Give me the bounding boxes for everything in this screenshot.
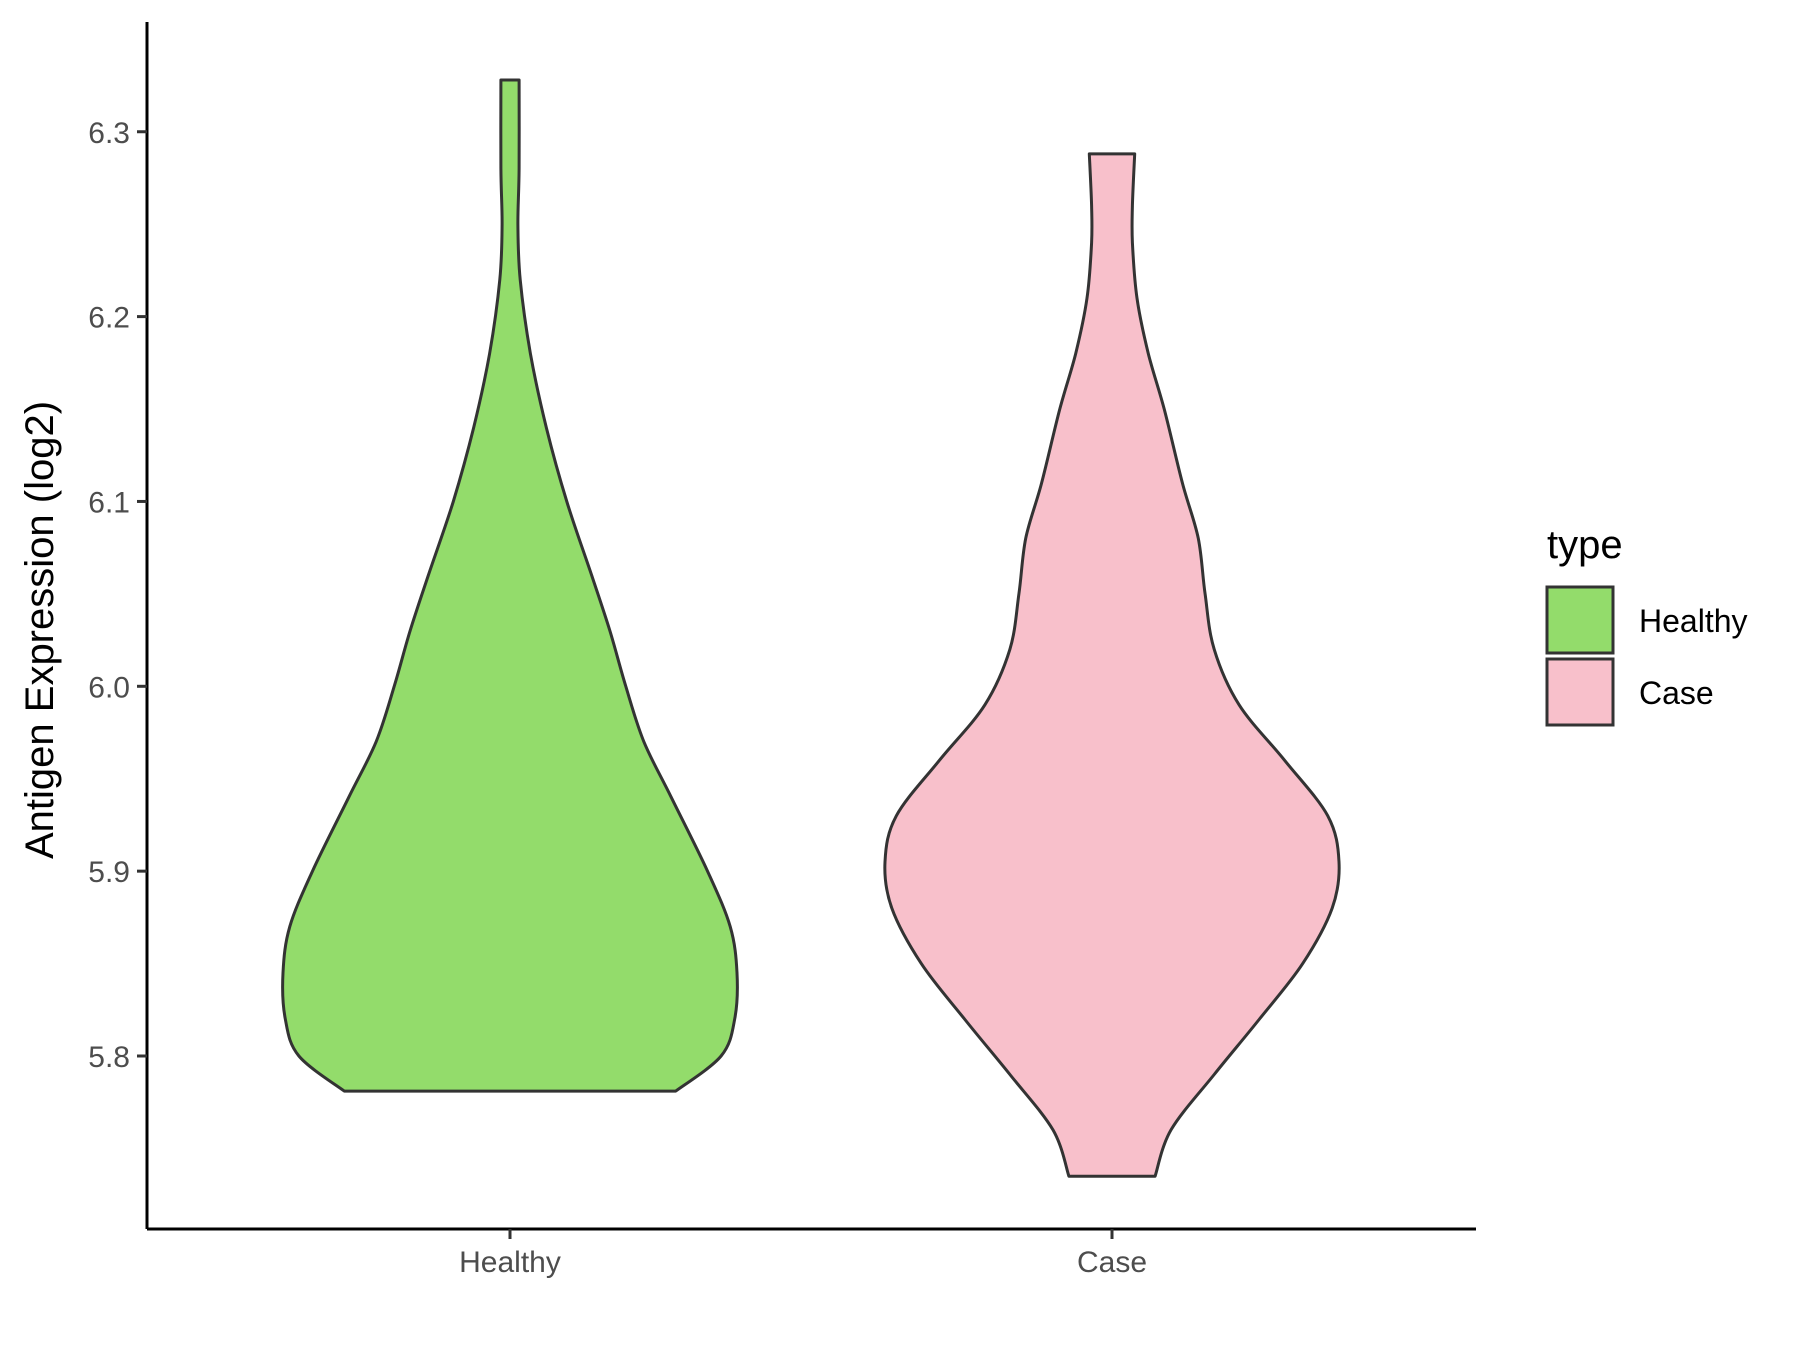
x-tick-label-healthy: Healthy bbox=[459, 1246, 561, 1279]
axes bbox=[145, 22, 1476, 1231]
legend-title: type bbox=[1547, 523, 1623, 567]
violin-case bbox=[883, 152, 1341, 1178]
violin-healthy bbox=[281, 78, 739, 1093]
y-tick-label: 5.8 bbox=[88, 1041, 130, 1074]
y-tick-label: 5.9 bbox=[88, 856, 130, 889]
y-tick-label: 6.2 bbox=[88, 302, 130, 335]
legend-label-case: Case bbox=[1639, 675, 1714, 711]
x-ticks: Healthy Case bbox=[459, 1229, 1147, 1279]
y-tick-label: 6.0 bbox=[88, 671, 130, 704]
legend-key-case bbox=[1545, 657, 1615, 727]
x-tick-label-case: Case bbox=[1077, 1246, 1147, 1279]
legend: type Healthy Case bbox=[1545, 523, 1748, 727]
y-axis-title: Antigen Expression (log2) bbox=[18, 401, 62, 859]
violin-layer bbox=[281, 78, 1341, 1178]
y-tick-label: 6.1 bbox=[88, 486, 130, 519]
y-ticks: 5.8 5.9 6.0 6.1 6.2 6.3 bbox=[88, 117, 147, 1074]
legend-key-healthy bbox=[1545, 585, 1615, 655]
legend-label-healthy: Healthy bbox=[1639, 603, 1748, 639]
y-tick-label: 6.3 bbox=[88, 117, 130, 150]
